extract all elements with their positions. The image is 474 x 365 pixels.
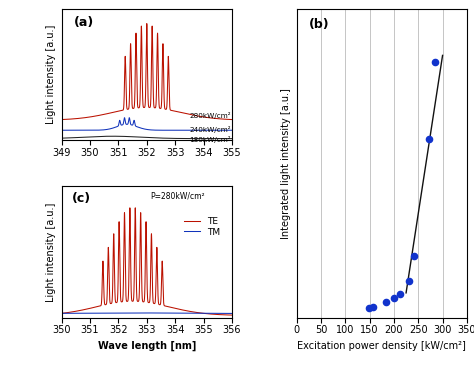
TE bbox=[120, 286, 126, 291]
Point bbox=[390, 295, 398, 300]
Text: 240kW/cm²: 240kW/cm² bbox=[189, 126, 231, 132]
Y-axis label: Light intensity [a.u.]: Light intensity [a.u.] bbox=[46, 202, 56, 301]
Point bbox=[382, 299, 390, 305]
TM bbox=[229, 311, 235, 316]
Point bbox=[425, 136, 433, 142]
TE bbox=[127, 205, 133, 210]
TE bbox=[167, 305, 173, 309]
TE bbox=[67, 310, 73, 314]
Line: TE: TE bbox=[62, 208, 232, 315]
TM bbox=[67, 311, 73, 315]
TM bbox=[120, 311, 126, 315]
TM bbox=[185, 311, 191, 315]
TM bbox=[160, 311, 165, 315]
Text: (b): (b) bbox=[309, 18, 329, 31]
Point bbox=[431, 59, 439, 65]
Point bbox=[410, 253, 418, 259]
X-axis label: Excitation power density [kW/cm²]: Excitation power density [kW/cm²] bbox=[297, 341, 466, 351]
Text: (a): (a) bbox=[73, 16, 94, 29]
TE bbox=[194, 310, 200, 315]
Line: TM: TM bbox=[62, 313, 232, 314]
Text: 280kW/cm²: 280kW/cm² bbox=[189, 112, 231, 119]
Point bbox=[365, 306, 373, 311]
TM bbox=[194, 311, 200, 315]
Legend: TE, TM: TE, TM bbox=[180, 213, 224, 240]
TE bbox=[229, 313, 235, 317]
TE bbox=[59, 311, 64, 315]
Point bbox=[370, 304, 377, 310]
Point bbox=[396, 292, 403, 297]
X-axis label: Wave length [nm]: Wave length [nm] bbox=[98, 341, 196, 351]
TM bbox=[167, 311, 173, 315]
Y-axis label: Integrated light intensity [a.u.]: Integrated light intensity [a.u.] bbox=[281, 88, 291, 239]
TM bbox=[59, 311, 64, 315]
Y-axis label: Light intensity [a.u.]: Light intensity [a.u.] bbox=[46, 25, 56, 124]
Text: 180kW/cm²: 180kW/cm² bbox=[189, 136, 231, 143]
Point bbox=[406, 278, 413, 284]
TE bbox=[160, 261, 165, 265]
Text: P=280kW/cm²: P=280kW/cm² bbox=[150, 192, 205, 200]
TE bbox=[185, 309, 191, 313]
Text: (c): (c) bbox=[72, 192, 91, 204]
TM bbox=[130, 311, 136, 315]
